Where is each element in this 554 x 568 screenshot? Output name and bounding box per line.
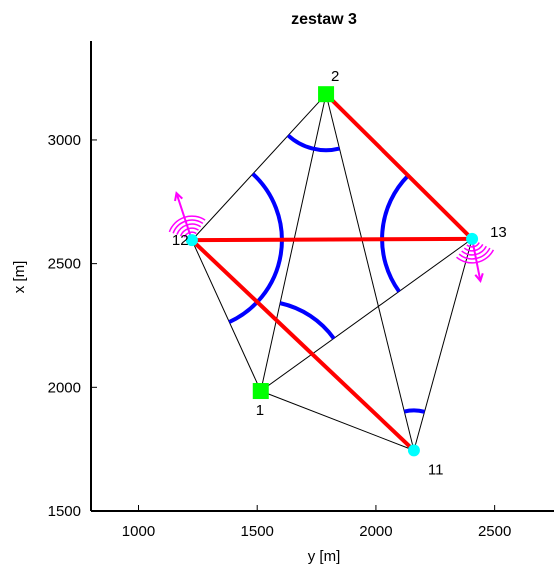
point-label: 12 <box>172 232 189 249</box>
adjusted-point-marker <box>185 234 198 247</box>
error-arrow-head <box>474 273 484 283</box>
error-arrow-shaft <box>471 238 482 282</box>
angle-arc <box>228 172 284 324</box>
error-arrow-shaft <box>175 192 193 241</box>
y-axis-label: x [m] <box>11 261 28 294</box>
chart-title: zestaw 3 <box>291 11 357 28</box>
observation-line <box>325 94 415 451</box>
point-label: 11 <box>428 461 444 478</box>
angle-arc <box>380 174 410 293</box>
point-label: 1 <box>256 402 264 419</box>
fixed-point-marker <box>252 383 269 400</box>
observation-line <box>413 238 473 451</box>
adjusted-point-marker <box>407 444 420 457</box>
y-tick-label: 1500 <box>48 503 81 520</box>
error-arrow-head <box>174 191 183 202</box>
x-tick-label: 1000 <box>122 523 155 540</box>
y-tick-label: 2500 <box>48 256 81 273</box>
observation-line <box>191 239 262 392</box>
observation-line <box>260 94 327 392</box>
fixed-point-marker <box>318 86 335 103</box>
distance-line <box>190 238 416 452</box>
point-label: 2 <box>331 68 339 85</box>
point-label: 13 <box>490 224 507 241</box>
y-tick-label: 2000 <box>48 379 81 396</box>
angle-arc <box>403 408 426 414</box>
x-tick-label: 2000 <box>359 523 392 540</box>
adjusted-point-marker <box>466 232 479 245</box>
angle-arc <box>279 301 336 340</box>
x-tick-label: 1500 <box>241 523 274 540</box>
distance-line <box>191 236 473 243</box>
x-axis-label: y [m] <box>308 548 341 565</box>
distance-line <box>324 92 474 241</box>
x-tick-label: 2500 <box>478 523 511 540</box>
observation-line <box>260 238 473 392</box>
angle-arc <box>286 133 340 153</box>
y-tick-label: 3000 <box>48 132 81 149</box>
observation-line <box>191 93 327 241</box>
observation-line <box>260 390 415 451</box>
